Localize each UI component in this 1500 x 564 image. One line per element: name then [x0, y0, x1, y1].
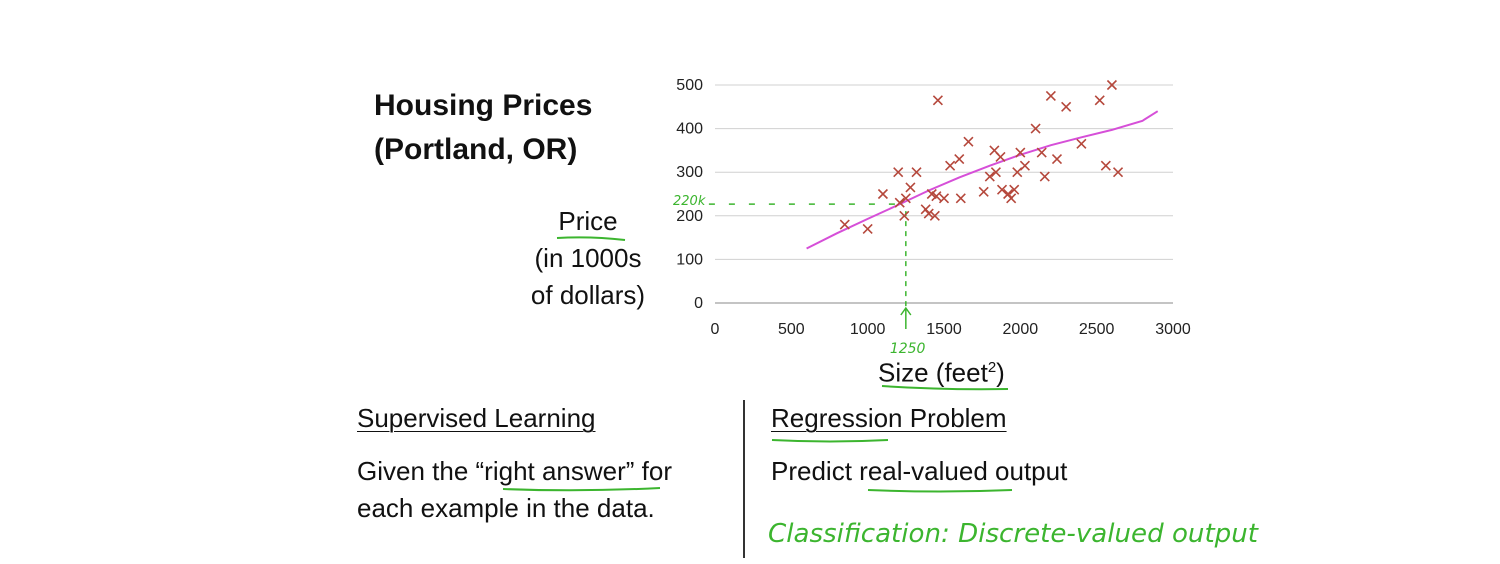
- left-body-line-2: each example in the data.: [357, 493, 655, 523]
- data-point: [932, 95, 943, 106]
- x-tick-label: 0: [711, 321, 720, 338]
- real-valued-underline-mark: [867, 489, 1013, 493]
- data-point: [1009, 184, 1020, 195]
- y-axis-label-line-2: (in 1000s: [534, 243, 642, 273]
- data-point: [996, 184, 1008, 195]
- data-point: [990, 167, 1001, 178]
- fit-line: [806, 110, 1159, 250]
- xlabel-underline-mark: [881, 385, 1009, 391]
- real-valued-text: real-valued: [859, 456, 988, 486]
- data-point: [1015, 147, 1026, 158]
- data-point: [1076, 138, 1087, 149]
- data-point: [1051, 154, 1063, 165]
- left-line1-post: ” for: [625, 456, 673, 486]
- data-point: [1006, 193, 1017, 204]
- y-tick-label: 100: [676, 251, 703, 268]
- column-divider: [743, 400, 745, 558]
- y-axis-label-line-3: of dollars): [530, 280, 646, 310]
- y-tick-label: 300: [676, 164, 703, 181]
- chart-title: Housing Prices (Portland, OR): [374, 84, 592, 172]
- x-tick-label: 1000: [850, 321, 886, 338]
- data-point: [899, 210, 910, 221]
- x-tick-label: 2500: [1079, 321, 1115, 338]
- data-point: [862, 223, 873, 234]
- data-point: [1039, 171, 1050, 182]
- data-point: [955, 193, 966, 204]
- right-line1-pre: Predict: [771, 456, 860, 486]
- left-line1-pre: Given the “: [357, 456, 485, 486]
- data-point: [1112, 167, 1124, 178]
- annotation-guides: [708, 203, 912, 329]
- x-tick-label: 3000: [1155, 321, 1191, 338]
- data-point: [938, 193, 950, 204]
- classification-handwritten-note: Classification: Discrete-valued output: [768, 519, 1259, 549]
- data-point: [1003, 188, 1014, 200]
- handwritten-marks: [502, 236, 1013, 493]
- ylabel-underline-mark: [556, 236, 626, 241]
- handwritten-annotations: 1250 220k Classification: Discrete-valued …: [673, 194, 1259, 549]
- data-point: [894, 197, 905, 208]
- data-point: [1045, 90, 1056, 101]
- x-axis-label: Size (feet2): [878, 350, 1005, 391]
- data-point: [1094, 95, 1105, 106]
- regression-underline-mark: [771, 439, 889, 443]
- regression-problem-heading: Regression Problem: [771, 403, 1007, 433]
- y-tick-label: 400: [676, 121, 703, 138]
- x-tick-label: 1500: [926, 321, 962, 338]
- x-axis-label-text: Size (feet: [878, 357, 988, 388]
- data-point: [920, 204, 931, 215]
- y-tick-label: 0: [694, 295, 703, 312]
- data-point: [1036, 147, 1047, 158]
- right-body-line-1: Predict real-valued output: [771, 453, 1067, 489]
- data-point: [1019, 160, 1030, 171]
- right-line1-post: output: [987, 456, 1068, 486]
- data-point: [995, 151, 1006, 163]
- y-annotation-value: 220k: [673, 194, 706, 209]
- data-point: [905, 182, 916, 193]
- data-point: [1061, 101, 1072, 112]
- y-tick-label: 200: [676, 208, 703, 225]
- x-axis-label-superscript: 2: [987, 359, 997, 376]
- gridlines: [715, 84, 1173, 304]
- x-annotation-arrow: [900, 306, 912, 329]
- data-point: [1100, 160, 1111, 171]
- data-point: [1030, 123, 1041, 134]
- data-point: [839, 219, 850, 230]
- data-point: [893, 167, 904, 178]
- right-answer-text: right answer: [484, 456, 626, 486]
- supervised-learning-heading: Supervised Learning: [357, 403, 596, 433]
- data-point: [911, 167, 922, 178]
- left-body-line-1: Given the “right answer” for: [357, 453, 672, 489]
- data-point: [900, 193, 911, 204]
- x-axis-label-close: ): [996, 357, 1005, 388]
- data-point: [954, 154, 965, 165]
- data-points: [839, 79, 1124, 234]
- data-point: [984, 171, 995, 182]
- y-axis-label-line-1: Price: [558, 206, 618, 236]
- right-answer-underline-mark: [502, 487, 661, 492]
- title-line-2: (Portland, OR): [374, 133, 578, 166]
- data-point: [923, 208, 934, 219]
- title-line-1: Housing Prices: [374, 89, 593, 122]
- x-tick-labels: 0 500 1000 1500 2000 2500 3000: [711, 321, 1191, 338]
- x-annotation-value: 1250: [890, 341, 926, 357]
- data-point: [877, 188, 888, 200]
- data-point: [963, 136, 974, 147]
- y-tick-label: 500: [676, 77, 703, 94]
- y-tick-labels: 0 100 200 300 400 500: [676, 77, 703, 312]
- data-point: [929, 210, 940, 221]
- data-point: [931, 191, 942, 202]
- fit-line-group: [806, 110, 1159, 250]
- x-tick-label: 500: [778, 321, 805, 338]
- x-tick-label: 2000: [1003, 321, 1039, 338]
- data-point: [1106, 79, 1117, 91]
- data-point: [945, 160, 956, 171]
- y-axis-label: Price (in 1000s of dollars): [520, 203, 656, 314]
- data-point: [978, 186, 989, 197]
